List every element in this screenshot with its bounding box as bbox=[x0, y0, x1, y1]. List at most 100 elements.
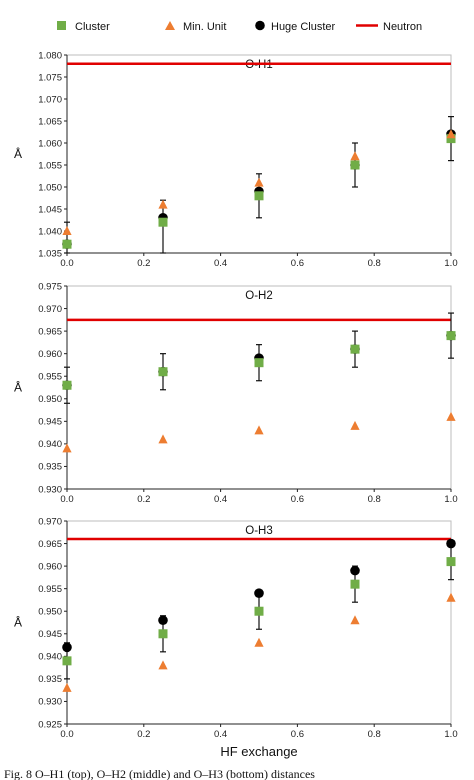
x-axis-label: HF exchange bbox=[220, 744, 297, 759]
x-tick-label: 0.8 bbox=[368, 258, 381, 269]
y-tick-label: 1.040 bbox=[38, 226, 62, 237]
legend-marker-cluster bbox=[57, 21, 66, 30]
huge-cluster-point bbox=[62, 642, 72, 653]
cluster-point bbox=[158, 629, 168, 639]
y-tick-label: 0.955 bbox=[38, 584, 62, 595]
min-unit-point bbox=[350, 615, 360, 625]
legend-label-neutron: Neutron bbox=[383, 21, 422, 33]
cluster-point bbox=[446, 557, 456, 567]
y-tick-label: 0.925 bbox=[38, 719, 62, 730]
huge-cluster-point bbox=[350, 565, 360, 576]
min-unit-point bbox=[350, 420, 360, 430]
y-tick-label: 0.965 bbox=[38, 539, 62, 550]
x-tick-label: 0.0 bbox=[60, 729, 73, 740]
y-tick-label: 0.965 bbox=[38, 326, 62, 337]
x-tick-label: 0.4 bbox=[214, 729, 227, 740]
figure-caption: Fig. 8 O–H1 (top), O–H2 (middle) and O–H… bbox=[4, 767, 315, 780]
x-tick-label: 0.8 bbox=[368, 729, 381, 740]
y-tick-label: 0.960 bbox=[38, 349, 62, 360]
min-unit-point bbox=[62, 443, 72, 453]
x-tick-label: 0.8 bbox=[368, 494, 381, 505]
cluster-point bbox=[446, 134, 456, 144]
y-tick-label: 0.940 bbox=[38, 652, 62, 663]
y-tick-label: 1.080 bbox=[38, 50, 62, 61]
y-tick-label: 0.940 bbox=[38, 439, 62, 450]
y-tick-label: 0.935 bbox=[38, 674, 62, 685]
legend: Cluster Min. Unit Huge Cluster Neutron bbox=[57, 20, 422, 33]
x-tick-label: 0.6 bbox=[291, 258, 304, 269]
y-tick-label: 0.970 bbox=[38, 516, 62, 527]
panel-1: 1.035 1.040 1.045 1.050 1.055 1.060 1.065 1.070… bbox=[14, 50, 458, 269]
y-tick-label: 0.930 bbox=[38, 697, 62, 708]
legend-label-huge-cluster: Huge Cluster bbox=[271, 21, 336, 33]
y-tick-label: 0.950 bbox=[38, 607, 62, 618]
min-unit-point bbox=[158, 199, 168, 209]
panel-frame bbox=[66, 54, 452, 254]
y-axis-label: Å bbox=[14, 615, 22, 630]
huge-cluster-point bbox=[446, 538, 456, 549]
y-tick-label: 0.935 bbox=[38, 462, 62, 473]
y-tick-label: 0.945 bbox=[38, 629, 62, 640]
y-tick-label: 1.065 bbox=[38, 116, 62, 127]
min-unit-point bbox=[158, 434, 168, 444]
legend-marker-min-unit bbox=[165, 21, 175, 30]
legend-marker-huge-cluster bbox=[255, 20, 265, 31]
cluster-point bbox=[62, 656, 72, 666]
x-tick-label: 1.0 bbox=[444, 494, 457, 505]
y-tick-label: 0.975 bbox=[38, 281, 62, 292]
cluster-point bbox=[62, 239, 72, 249]
cluster-point bbox=[254, 358, 264, 368]
cluster-point bbox=[254, 191, 264, 201]
legend-label-cluster: Cluster bbox=[75, 21, 110, 33]
x-tick-label: 0.0 bbox=[60, 258, 73, 269]
min-unit-point bbox=[350, 151, 360, 161]
panel-title: O-H3 bbox=[245, 525, 272, 537]
panel-title: O-H2 bbox=[245, 290, 272, 302]
min-unit-point bbox=[446, 129, 456, 139]
x-tick-label: 0.6 bbox=[291, 729, 304, 740]
x-tick-label: 1.0 bbox=[444, 258, 457, 269]
x-tick-label: 0.4 bbox=[214, 258, 227, 269]
x-tick-label: 0.2 bbox=[137, 494, 150, 505]
y-tick-label: 1.060 bbox=[38, 138, 62, 149]
huge-cluster-point bbox=[254, 588, 264, 598]
y-tick-label: 0.955 bbox=[38, 372, 62, 383]
legend-label-min-unit: Min. Unit bbox=[183, 21, 226, 33]
y-tick-label: 1.045 bbox=[38, 204, 62, 215]
x-tick-label: 1.0 bbox=[444, 729, 457, 740]
x-tick-label: 0.0 bbox=[60, 494, 73, 505]
x-tick-label: 0.2 bbox=[137, 729, 150, 740]
cluster-point bbox=[62, 380, 72, 390]
y-tick-label: 0.960 bbox=[38, 561, 62, 572]
cluster-point bbox=[350, 160, 360, 170]
min-unit-point bbox=[158, 660, 168, 670]
x-tick-label: 0.4 bbox=[214, 494, 227, 505]
cluster-point bbox=[446, 331, 456, 341]
min-unit-point bbox=[62, 682, 72, 692]
x-tick-label: 0.2 bbox=[137, 258, 150, 269]
x-tick-label: 0.6 bbox=[291, 494, 304, 505]
min-unit-point bbox=[62, 226, 72, 235]
huge-cluster-point bbox=[158, 615, 168, 626]
min-unit-point bbox=[254, 425, 264, 435]
cluster-point bbox=[350, 579, 360, 589]
y-tick-label: 1.035 bbox=[38, 248, 62, 259]
y-tick-label: 1.055 bbox=[38, 160, 62, 171]
panel-3: 0.925 0.930 0.935 0.940 0.945 0.950 0.955 0.960… bbox=[14, 516, 458, 740]
cluster-point bbox=[254, 606, 264, 616]
y-tick-label: 0.930 bbox=[38, 484, 62, 495]
y-axis-label: Å bbox=[14, 146, 22, 161]
panel-2: 0.930 0.935 0.940 0.945 0.950 0.955 0.960 0.965… bbox=[14, 281, 458, 505]
y-tick-label: 1.050 bbox=[38, 182, 62, 193]
min-unit-point bbox=[446, 592, 456, 602]
min-unit-point bbox=[254, 177, 264, 187]
cluster-point bbox=[158, 367, 168, 377]
y-tick-label: 0.945 bbox=[38, 417, 62, 428]
y-axis-label: Å bbox=[14, 380, 22, 395]
cluster-point bbox=[158, 217, 168, 227]
y-tick-label: 1.075 bbox=[38, 72, 62, 83]
min-unit-point bbox=[446, 411, 456, 421]
min-unit-point bbox=[254, 637, 264, 647]
y-tick-label: 0.970 bbox=[38, 304, 62, 315]
y-tick-label: 0.950 bbox=[38, 394, 62, 405]
